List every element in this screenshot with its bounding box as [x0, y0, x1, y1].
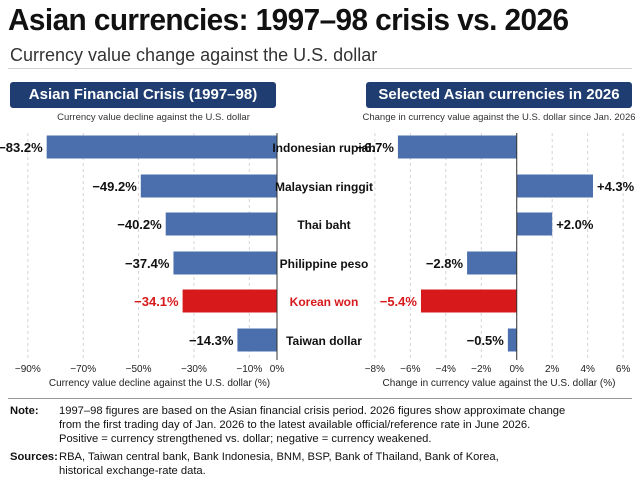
left-value-label: −14.3% [189, 333, 234, 348]
right-bar [467, 251, 517, 275]
left-x-tick-label: −50% [126, 364, 152, 375]
right-value-label: −0.5% [467, 333, 505, 348]
left-bar [140, 174, 277, 198]
right-x-tick-label: −8% [365, 364, 385, 375]
note-line: from the first trading day of Jan. 2026 … [59, 419, 531, 431]
left-value-label: −83.2% [0, 140, 43, 155]
right-x-tick-label: 6% [616, 364, 631, 375]
right-x-tick-label: 4% [580, 364, 595, 375]
title-divider [8, 68, 632, 69]
left-x-tick-label: −90% [15, 364, 41, 375]
category-label: Philippine peso [280, 257, 369, 271]
category-label: Thai baht [297, 218, 350, 232]
left-value-label: −49.2% [92, 179, 137, 194]
right-x-tick-label: 2% [545, 364, 560, 375]
note-label: Note: [10, 405, 39, 417]
right-bar [507, 328, 517, 352]
right-value-label: −6.7% [357, 140, 395, 155]
right-bar [397, 135, 517, 159]
category-label: Indonesian rupiah [272, 141, 375, 155]
left-x-tick-label: −30% [181, 364, 207, 375]
left-x-tick-label: −10% [236, 364, 262, 375]
note-line: Positive = currency strengthened vs. dol… [59, 433, 432, 445]
left-bar [165, 212, 277, 236]
category-label: Malaysian ringgit [275, 180, 373, 194]
right-value-label: +4.3% [597, 179, 635, 194]
category-label: Taiwan dollar [286, 334, 362, 348]
right-value-label: +2.0% [556, 217, 594, 232]
left-value-label: −40.2% [117, 217, 162, 232]
sources-line: historical exchange-rate data. [59, 465, 206, 477]
left-x-tick-label: 0% [270, 364, 285, 375]
left-bar [237, 328, 277, 352]
footer-divider [8, 398, 632, 399]
sources-label: Sources: [10, 451, 58, 463]
left-value-label: −37.4% [125, 256, 170, 271]
left-panel-title: Asian Financial Crisis (1997–98) [10, 82, 276, 108]
right-bar [420, 289, 517, 313]
left-bar [46, 135, 277, 159]
note-block: Note: 1997–98 figures are based on the A… [10, 404, 634, 448]
left-subtitle: Currency value decline against the U.S. … [57, 112, 250, 123]
sources-line: RBA, Taiwan central bank, Bank Indonesia… [59, 451, 499, 463]
right-x-tick-label: 0% [510, 364, 525, 375]
right-value-label: −5.4% [380, 294, 418, 309]
left-bar [182, 289, 277, 313]
right-x-tick-label: −2% [471, 364, 491, 375]
right-panel-title: Selected Asian currencies in 2026 [366, 82, 632, 108]
right-subtitle: Change in currency value against the U.S… [362, 112, 635, 123]
page-subtitle: Currency value change against the U.S. d… [10, 45, 378, 65]
category-label: Korean won [290, 295, 359, 309]
right-x-axis-title: Change in currency value against the U.S… [383, 378, 616, 389]
right-bar [516, 174, 593, 198]
currency-comparison-chart: Currency value decline against the U.S. … [0, 112, 636, 389]
page-title: Asian currencies: 1997–98 crisis vs. 202… [8, 2, 569, 37]
sources-block: Sources: RBA, Taiwan central bank, Bank … [10, 450, 634, 478]
note-line: 1997–98 figures are based on the Asian f… [59, 405, 566, 417]
right-x-tick-label: −4% [436, 364, 456, 375]
right-x-tick-label: −6% [400, 364, 420, 375]
left-x-axis-title: Currency value decline against the U.S. … [49, 378, 270, 389]
right-bar [516, 212, 553, 236]
right-value-label: −2.8% [426, 256, 464, 271]
left-x-tick-label: −70% [70, 364, 96, 375]
left-bar [173, 251, 277, 275]
left-value-label: −34.1% [134, 294, 179, 309]
